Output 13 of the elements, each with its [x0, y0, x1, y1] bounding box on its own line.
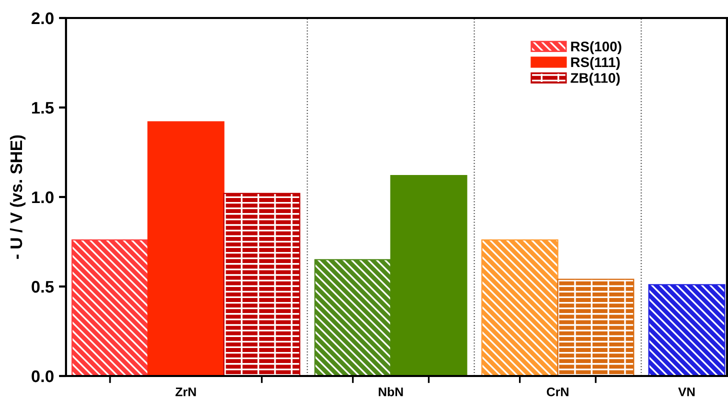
- x-tick-label: VN: [678, 388, 695, 396]
- x-tick-label: NbN: [378, 387, 403, 396]
- y-tick-label: 1.0: [32, 191, 54, 204]
- y-tick-label: 1.5: [32, 102, 54, 114]
- y-tick-label: 0.5: [32, 280, 54, 293]
- y-tick-label: 2.0: [32, 12, 54, 24]
- legend-label: ZB(110): [570, 72, 620, 86]
- legend-label: RS(100): [571, 41, 622, 54]
- x-tick-label: CrN: [546, 387, 568, 396]
- y-axis-title: - U / V (vs. SHE): [10, 135, 26, 259]
- x-tick-label: ZrN: [176, 388, 196, 396]
- legend-label: RS(111): [571, 56, 620, 70]
- y-tick-label: 0.0: [32, 370, 54, 382]
